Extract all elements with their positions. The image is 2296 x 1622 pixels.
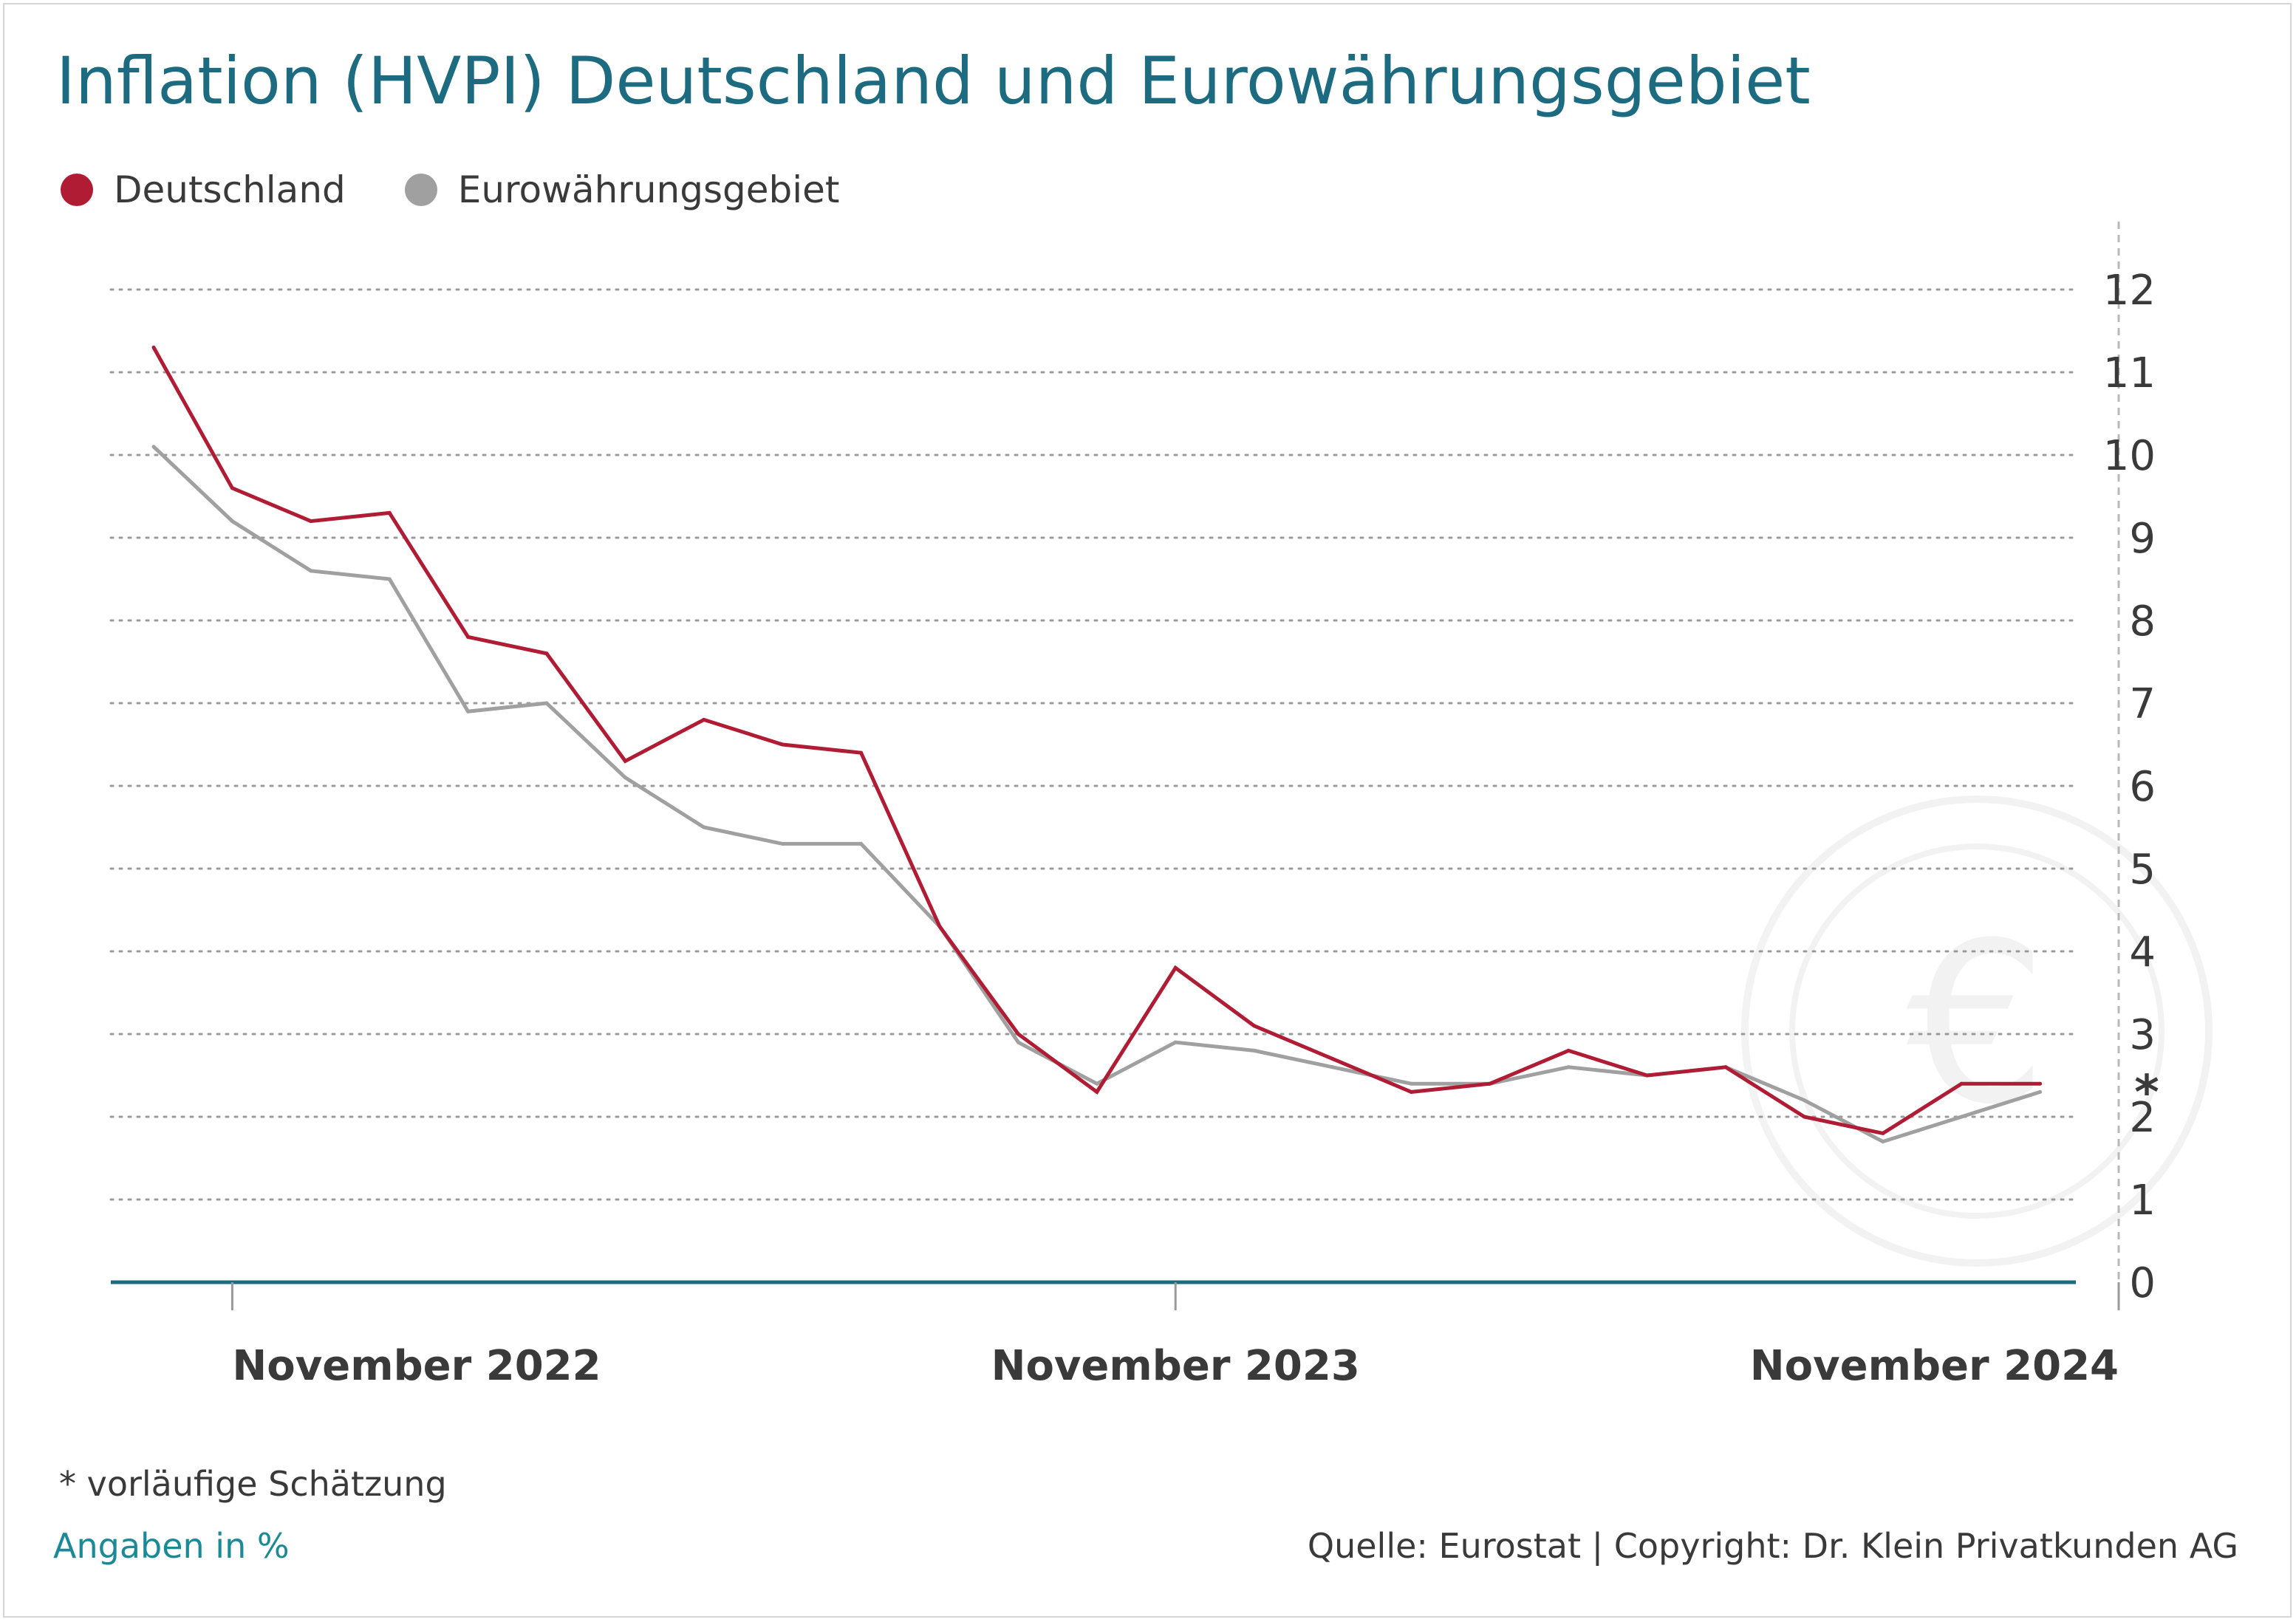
data-point-euro: [1095, 1081, 1099, 1086]
data-point-deutschland: [387, 510, 392, 515]
data-point-euro: [1566, 1065, 1571, 1070]
data-point-euro: [309, 569, 313, 573]
euro-coin-icon: €: [1741, 795, 2213, 1267]
data-point-deutschland: [702, 717, 706, 722]
estimate-marker: *: [2134, 1066, 2159, 1120]
data-point-euro: [1409, 1081, 1413, 1086]
y-tick-label: 10: [2103, 432, 2156, 480]
data-point-euro: [623, 776, 627, 780]
chart-title: Inflation (HVPI) Deutschland und Eurowäh…: [56, 43, 1811, 119]
legend-label-deutschland: Deutschland: [114, 168, 346, 211]
y-tick-label: 6: [2129, 763, 2156, 811]
data-point-euro: [780, 841, 785, 846]
data-point-deutschland: [1959, 1081, 1964, 1086]
data-point-euro: [544, 701, 549, 705]
data-point-deutschland: [937, 924, 942, 928]
data-point-deutschland: [859, 750, 864, 755]
data-point-euro: [702, 825, 706, 829]
data-point-deutschland: [1252, 1024, 1257, 1028]
data-point-euro: [466, 709, 471, 714]
data-point-euro: [1802, 1098, 1806, 1103]
series-line-euro: [152, 445, 2041, 1144]
data-point-deutschland: [1016, 1032, 1020, 1036]
units-note: Angaben in %: [53, 1526, 290, 1566]
data-point-euro: [1016, 1040, 1020, 1044]
data-point-euro: [859, 841, 864, 846]
data-point-deutschland: [309, 519, 313, 524]
data-point-deutschland: [1566, 1048, 1571, 1053]
data-point-deutschland: [1095, 1089, 1099, 1094]
data-point-deutschland: [151, 345, 156, 349]
y-tick-label: 12: [2103, 267, 2156, 315]
legend-dot-euro: [404, 174, 437, 206]
data-point-euro: [1881, 1140, 1885, 1144]
data-point-euro: [1330, 1065, 1335, 1070]
x-tick-label: November 2022: [232, 1342, 601, 1390]
data-point-deutschland: [1173, 965, 1178, 970]
data-point-euro: [1252, 1048, 1257, 1053]
y-tick-label: 7: [2129, 680, 2156, 728]
x-tick-label: November 2023: [991, 1342, 1360, 1390]
source-note: Quelle: Eurostat | Copyright: Dr. Klein …: [1307, 1526, 2238, 1566]
data-point-euro: [1173, 1040, 1178, 1044]
y-tick-label: 5: [2129, 846, 2156, 894]
y-tick-label: 11: [2103, 349, 2156, 397]
series-line-deutschland: [151, 346, 2040, 1136]
data-point-deutschland: [1723, 1065, 1728, 1070]
y-tick-label: 1: [2129, 1177, 2156, 1225]
data-point-deutschland: [1330, 1057, 1335, 1061]
data-point-deutschland: [1881, 1131, 1885, 1135]
y-tick-label: 8: [2129, 598, 2156, 646]
x-tick-label: November 2024: [1750, 1342, 2119, 1390]
chart-frame: [3, 3, 2292, 1618]
y-tick-label: 2: [2129, 1094, 2156, 1142]
data-point-deutschland: [1802, 1115, 1806, 1119]
data-point-deutschland: [780, 742, 785, 747]
data-point-deutschland: [230, 486, 234, 490]
data-point-euro: [230, 519, 234, 524]
svg-text:€: €: [1907, 895, 2048, 1153]
y-tick-label: 3: [2129, 1011, 2156, 1059]
data-point-euro: [387, 577, 392, 581]
y-tick-label: 9: [2129, 515, 2156, 563]
data-point-deutschland: [2038, 1081, 2043, 1086]
data-point-euro: [1959, 1115, 1964, 1119]
legend: Deutschland Eurowährungsgebiet: [61, 168, 899, 211]
data-point-deutschland: [1645, 1073, 1650, 1078]
data-point-deutschland: [1488, 1081, 1492, 1086]
y-tick-label: 0: [2129, 1259, 2156, 1307]
data-point-euro: [2038, 1089, 2043, 1094]
legend-dot-deutschland: [61, 174, 93, 206]
legend-label-euro: Eurowährungsgebiet: [457, 168, 840, 211]
data-point-deutschland: [466, 634, 471, 639]
footnote: * vorläufige Schätzung: [59, 1464, 447, 1504]
legend-item-euro: Eurowährungsgebiet: [404, 168, 840, 211]
data-point-euro: [151, 445, 156, 449]
data-point-deutschland: [544, 651, 549, 656]
data-point-deutschland: [1409, 1089, 1413, 1094]
y-tick-label: 4: [2129, 928, 2156, 976]
legend-item-deutschland: Deutschland: [61, 168, 346, 211]
data-point-deutschland: [623, 759, 627, 763]
